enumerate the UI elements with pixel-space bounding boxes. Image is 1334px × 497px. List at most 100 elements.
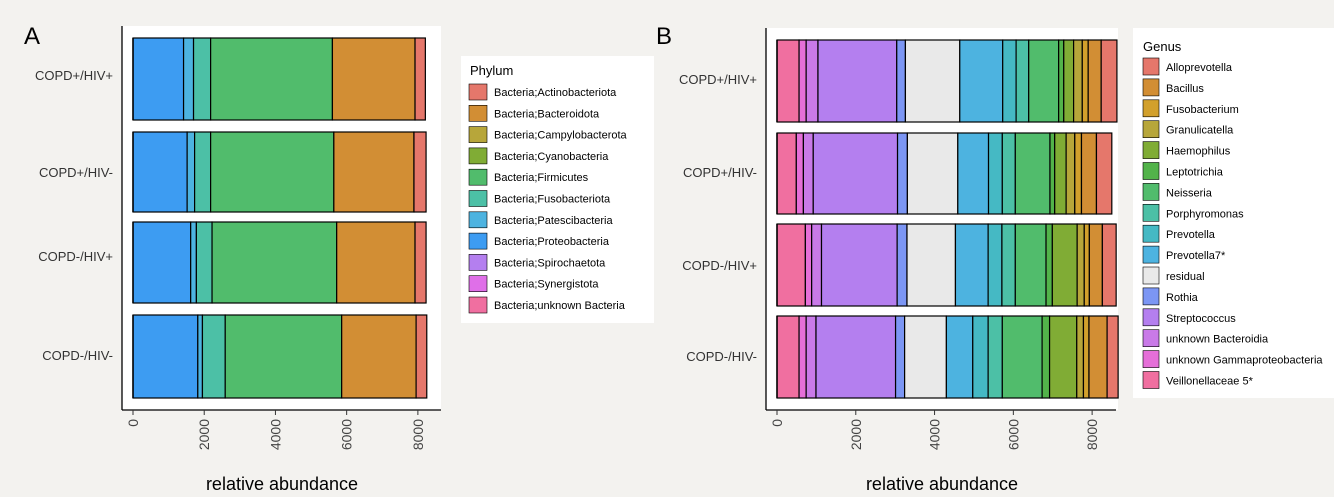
bar-segment [1063,39,1075,123]
legend-title: Genus [1143,39,1182,54]
x-tick-label: 2000 [196,419,212,450]
bar-segment [1080,132,1098,215]
bar-segment [1076,223,1085,307]
x-tick-label: 6000 [1005,419,1021,450]
bar-segment [414,221,427,304]
legend-swatch [1142,120,1160,138]
bar-segment [1014,132,1051,215]
legend-title: Phylum [470,63,513,78]
legend-swatch [1142,57,1160,76]
legend-swatch [468,254,488,271]
legend-swatch [468,168,488,186]
bar-segment [1058,39,1065,123]
legend-swatch [1142,78,1160,97]
category-label: COPD-/HIV+ [682,258,757,273]
bars [776,39,1119,399]
bar-segment [798,315,807,399]
legend-swatch [1142,99,1160,118]
bar-segment [820,223,898,307]
legend-label: residual [1166,271,1205,283]
legend-swatch [468,126,488,143]
bar-segment [1081,39,1089,123]
legend-swatch [1142,266,1160,285]
bar-segment [1065,132,1076,215]
bar-segment [1054,132,1067,215]
legend-label: Bacteria;Spirochaetota [494,257,606,269]
bar-segment [959,39,1004,123]
legend-swatch [468,83,488,101]
bar-segment [132,37,185,121]
bar-segment [413,131,427,213]
bar-segment [987,315,1003,399]
bar-segment [331,37,416,121]
bar-segment [1028,39,1060,123]
bar-segment [190,221,197,304]
legend-swatch [1142,245,1160,264]
category-label: COPD+/HIV+ [35,68,113,83]
bar-segment [182,37,195,121]
bar-segment [336,221,416,304]
legend: Bacteria;Actinobacteriota Bacteria;Bacter… [468,83,628,314]
legend-swatch [1142,162,1160,180]
bar-segment [194,131,212,213]
bar-segment [210,131,335,213]
legend-label: Rothia [1166,292,1199,304]
bar-segment [987,223,1003,307]
bar-segment [1106,315,1119,399]
bar-segment [894,315,906,399]
legend-label: Alloprevotella [1166,62,1233,74]
legend-label: unknown Bacteroidia [1166,334,1269,346]
panel-a: A COPD+/HIV+ COPD+/HIV- COPD-/HIV+ COPD-… [24,23,654,494]
bar-segment [1082,315,1090,399]
bar-segment [817,39,898,123]
bar-segment [805,39,819,123]
bar-segment [906,132,959,215]
bar-segment [896,132,908,215]
bar-segment [896,223,908,307]
bar-segment [224,314,343,399]
bar-segment [776,39,800,123]
bar-segment [954,223,989,307]
bar-segment [904,39,961,123]
legend-box [1133,28,1334,398]
bar-segment [805,315,817,399]
bar-segment [132,221,192,304]
bar-segment [211,221,338,304]
legend-label: Leptotrichia [1166,167,1224,179]
category-label: COPD-/HIV- [42,348,113,363]
bar-segment [1073,39,1083,123]
legend-label: unknown Gammaproteobacteria [1166,355,1323,367]
category-label: COPD+/HIV+ [679,72,757,87]
legend-swatch [1142,371,1160,389]
bar-segment [333,131,415,213]
legend-label: Porphyromonas [1166,208,1244,220]
panel-b: B COPD+/HIV+ COPD+/HIV- COPD-/HIV+ COPD-… [656,23,1334,494]
bar-segment [815,315,897,399]
legend-label: Haemophilus [1166,146,1231,158]
bar-segment [1074,132,1083,215]
bars [132,37,428,399]
bar-segment [896,39,907,123]
x-axis-title: relative abundance [866,474,1018,494]
bar-segment [1014,223,1047,307]
legend-swatch [1142,308,1160,327]
bar-segment [1015,39,1030,123]
bar-segment [804,223,813,307]
bar-segment [1045,223,1053,307]
bar-segment [906,223,957,307]
legend-swatch [1142,350,1160,368]
bar-segment [1076,315,1085,399]
legend-label: Neisseria [1166,187,1213,199]
bar-segment [1083,223,1090,307]
bar-segment [1088,223,1103,307]
legend-label: Fusobacterium [1166,104,1239,116]
category-label: COPD-/HIV+ [38,249,113,264]
bar-segment [1001,132,1016,215]
legend-label: Bacteria;Synergistota [494,279,599,291]
legend-swatch [1142,329,1160,348]
bar-segment [904,315,947,399]
bar-segment [957,132,990,215]
legend-swatch [468,211,488,229]
legend-label: Bacteria;Patescibacteria [494,215,613,227]
x-tick-label: 8000 [1084,419,1100,450]
